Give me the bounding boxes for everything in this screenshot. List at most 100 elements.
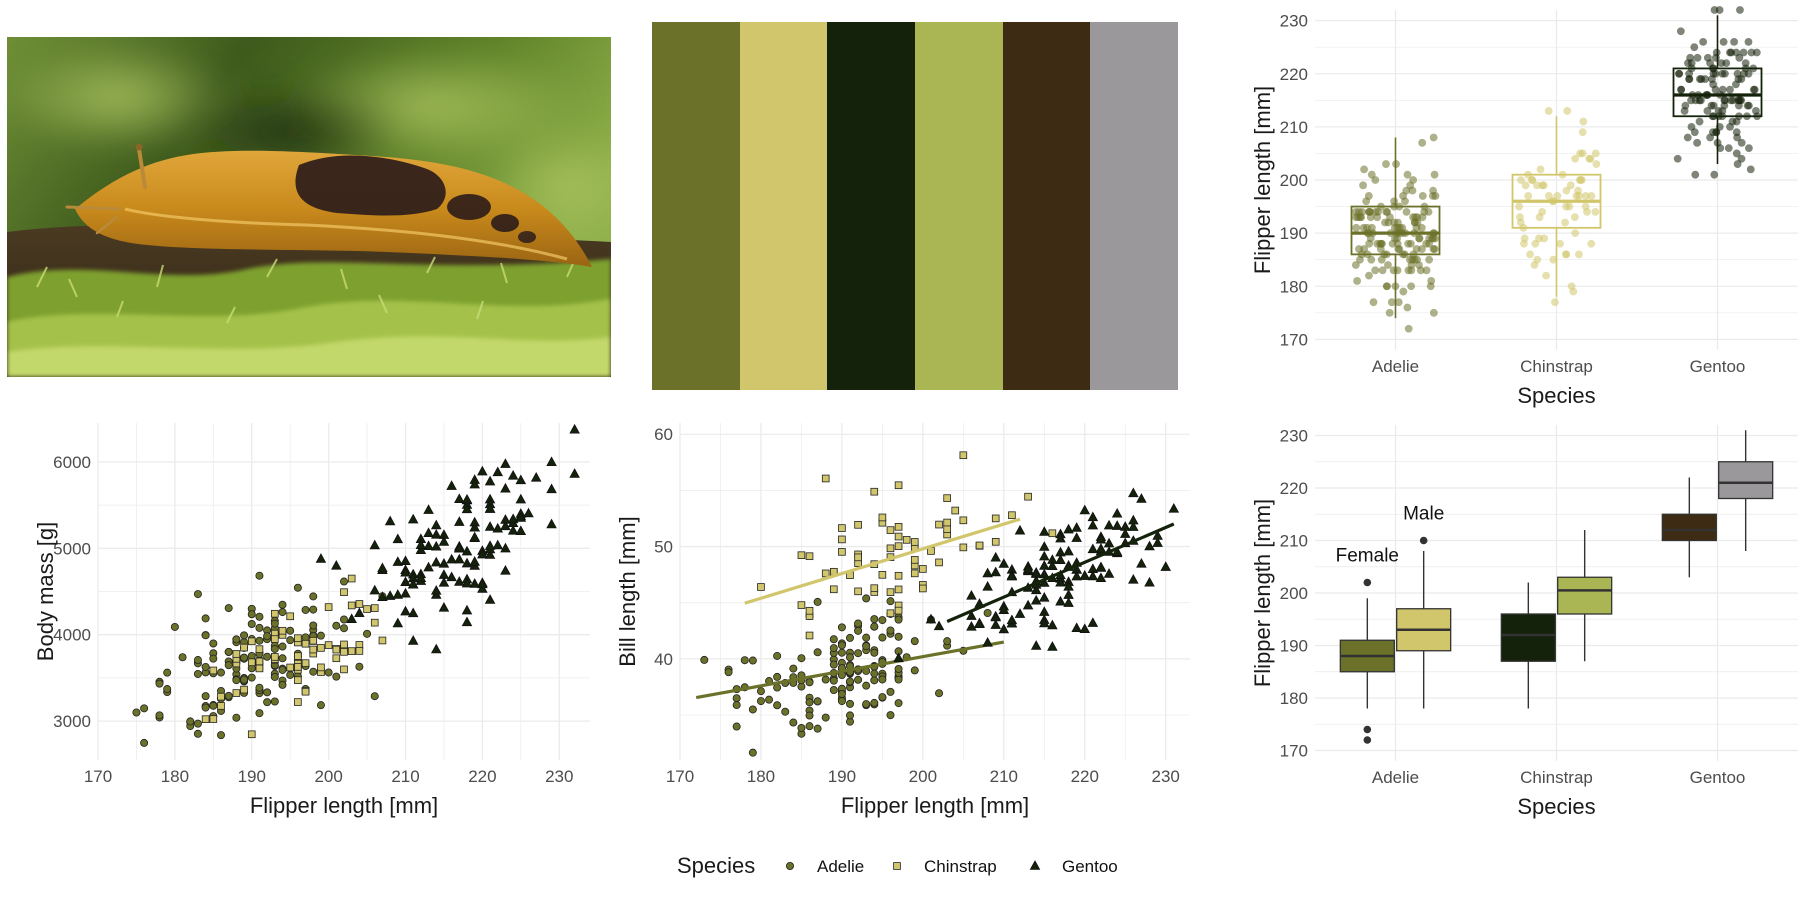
data-point [170,622,179,631]
x-tick-label: 190 [828,767,856,786]
data-point [461,557,473,568]
jitter-point [1407,282,1416,291]
data-point [870,615,879,624]
data-point [1063,589,1074,599]
jitter-point [1403,303,1412,312]
jitter-point [1393,223,1402,232]
data-point [163,668,172,677]
data-point [1063,523,1074,534]
data-point [974,618,985,628]
data-point [1039,606,1050,616]
data-point [232,676,241,685]
jitter-point [1737,96,1746,105]
jitter-point [1384,261,1392,269]
data-point [894,532,903,541]
data-point [821,675,830,684]
jitter-point [1390,197,1399,206]
series-chinstrap [744,451,1057,640]
data-point [469,478,480,489]
data-point [829,676,838,685]
data-point [500,520,511,531]
data-point [894,632,903,641]
data-point [1087,519,1099,530]
data-point [837,648,846,657]
data-point [278,626,287,635]
data-point [255,657,264,666]
data-point [854,675,863,684]
jitter-point [1369,298,1378,307]
jitter-point [1425,255,1434,264]
jitter-point [1746,165,1755,174]
data-point [255,683,264,692]
data-point [756,687,765,696]
data-point [797,551,806,560]
data-point [523,507,534,518]
data-point [317,644,325,652]
data-point [340,588,348,596]
jitter-point [1394,298,1403,307]
data-point [469,531,480,542]
data-point [919,565,927,573]
outlier-point [1363,578,1372,587]
data-point [477,578,488,589]
jitter-point [1752,107,1760,115]
data-point [845,677,854,686]
data-point [484,594,496,604]
data-point [546,483,557,494]
data-point [317,663,325,672]
data-point [748,656,757,665]
jitter-point [1562,186,1571,195]
data-point [492,522,504,533]
data-point [757,583,765,591]
data-point [919,584,927,593]
data-point [240,653,249,662]
data-point [255,623,264,632]
data-point [990,551,1001,562]
legend-key-triangle [1029,860,1041,870]
data-point [990,566,1001,577]
data-point [1144,540,1155,551]
jitter-point [1549,197,1557,206]
data-point [461,577,473,588]
data-point [1030,594,1042,605]
data-point [1087,617,1099,627]
x-axis-title: Flipper length [mm] [841,793,1029,818]
data-point [278,600,287,609]
data-point [484,540,496,550]
data-point [893,652,904,663]
data-point [316,631,325,640]
palette-swatch [739,22,828,390]
data-point [700,655,709,664]
box-adelie-female [1339,578,1395,744]
data-point [209,654,218,663]
data-point [894,606,903,615]
data-point [193,656,202,665]
data-point [392,617,404,628]
data-point [837,689,846,698]
jitter-point [1734,75,1743,83]
jitter-point [1408,186,1417,195]
data-point [546,518,557,529]
data-point [886,609,895,618]
data-point [813,724,822,733]
data-point [515,493,527,504]
scatter-flipper-body-mass: 3000 4000 5000 6000 Flipper length [mm] Body … [33,423,590,818]
jitter-point [1410,255,1419,264]
data-point [1055,554,1066,564]
data-point [1087,543,1099,554]
data-point [324,603,333,611]
data-point [878,693,887,702]
data-point [805,698,814,707]
jitter-point [1706,133,1715,142]
data-point [193,669,202,678]
palette-swatch [1090,22,1179,390]
data-point [935,520,943,529]
jitter-point [1697,75,1706,83]
annotation-label: Male [1403,504,1444,525]
data-point [155,679,164,688]
jitter-point [1709,80,1718,89]
data-point [878,675,887,684]
data-point [1039,526,1050,536]
data-point [821,474,830,483]
jitter-point [1519,239,1528,248]
